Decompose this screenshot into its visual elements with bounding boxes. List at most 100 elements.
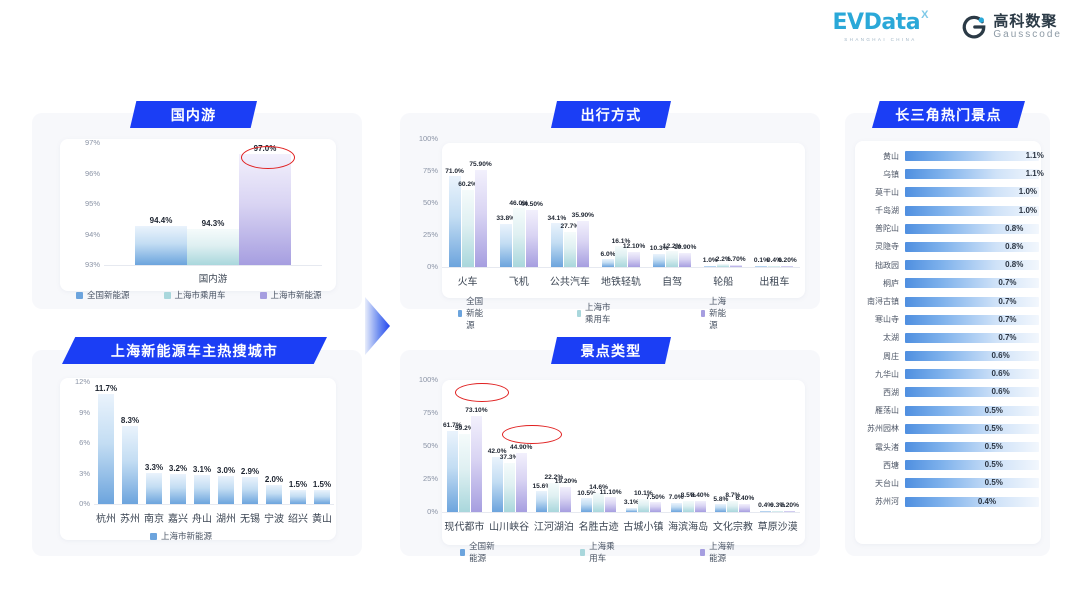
list-item[interactable]: 鼋头渚 0.5%: [859, 440, 1039, 454]
bar-value-label: 73.10%: [465, 406, 488, 414]
list-item[interactable]: 九华山 0.6%: [859, 367, 1039, 381]
ranking-item-label: 西塘: [883, 460, 899, 470]
bar-value-label: 5.8%: [713, 495, 729, 503]
ranking-value-label: 0.8%: [1005, 223, 1024, 233]
bar-value-label: 33.8%: [496, 215, 516, 223]
list-item[interactable]: 灵隐寺 0.8%: [859, 240, 1039, 254]
bar-domestic-travel-0-0: [135, 226, 187, 265]
bar-value-label: 61.7%: [443, 421, 462, 429]
list-item[interactable]: 苏州河 0.4%: [859, 495, 1039, 509]
list-item[interactable]: 莫干山 1.0%: [859, 185, 1039, 199]
ranking-bar: [905, 278, 1039, 289]
ranking-bar: [905, 187, 1039, 198]
ranking-item-label: 太湖: [883, 333, 899, 343]
list-item[interactable]: 天台山 0.5%: [859, 476, 1039, 490]
list-item[interactable]: 太湖 0.7%: [859, 331, 1039, 345]
bar-value-label: 3.1%: [623, 499, 639, 507]
ranking-item-label: 寒山寺: [875, 315, 899, 325]
legend-item[interactable]: 上海乘用车: [580, 540, 620, 564]
ranking-value-label: 1.1%: [1025, 151, 1044, 160]
bar-value-label: 19.20%: [554, 478, 578, 486]
y-axis-tick-label: 75%: [422, 166, 438, 175]
legend-item[interactable]: 全国新能源: [458, 295, 491, 331]
list-item[interactable]: 西塘 0.5%: [859, 458, 1039, 472]
bar-hot-search-cities-0-0: [98, 394, 114, 504]
gausscode-cn-name: 高科数聚: [993, 12, 1058, 30]
bar-value-label: 16.1%: [611, 237, 631, 245]
legend-item[interactable]: 上海市新能源: [259, 289, 322, 301]
list-item[interactable]: 雁荡山 0.5%: [859, 404, 1039, 418]
ranking-value-label: 1.0%: [1018, 205, 1037, 215]
legend-item[interactable]: 全国新能源: [76, 289, 130, 301]
list-item[interactable]: 普陀山 0.8%: [859, 222, 1039, 236]
ranking-bar: [905, 223, 1039, 234]
legend-swatch: [700, 548, 706, 556]
ranking-list: 黄山 1.1% 乌镇 1.1% 莫干山 1.0% 千岛湖 1.0% 普陀山 0.8% 灵隐寺 0.8%…: [859, 149, 1044, 513]
x-axis-line: [94, 504, 334, 505]
ranking-item-label: 普陀山: [875, 224, 899, 234]
ranking-item-label: 乌镇: [883, 169, 899, 179]
bar-travel-mode-5-2: [730, 264, 743, 267]
x-axis-line: [104, 265, 322, 266]
ranking-value-label: 0.5%: [984, 460, 1003, 470]
bar-value-label: 1.5%: [288, 479, 308, 489]
chart-hot-search-cities: 0% 3% 6% 9% 12% 11.7% 杭州 8.3% 苏州 3.3% 南京 3.2% 嘉兴 3.1%…: [32, 350, 362, 556]
y-axis-tick-label: 96%: [84, 168, 100, 178]
y-axis-tick-label: 100%: [418, 134, 438, 143]
ranking-value-label: 0.8%: [1005, 260, 1024, 270]
legend-item[interactable]: 全国新能源: [460, 540, 500, 564]
bar-value-label: 3.3%: [144, 463, 164, 473]
ranking-bar: [905, 496, 1039, 507]
list-item[interactable]: 桐庐 0.7%: [859, 276, 1039, 290]
legend-item[interactable]: 上海市乘用车: [576, 301, 615, 325]
bar-travel-mode-3-2: [628, 251, 640, 267]
bar-value-label: 42.0%: [487, 447, 507, 455]
bar-travel-mode-0-0: [448, 176, 461, 267]
list-item[interactable]: 黄山 1.1%: [859, 149, 1044, 163]
ranking-value-label: 1.0%: [1018, 187, 1037, 197]
x-axis-category-label: 南京: [144, 514, 164, 525]
list-item[interactable]: 苏州园林 0.5%: [859, 422, 1039, 436]
panel-domestic-travel: 93% 94% 95% 96% 97% 94.4% 94.3% 97.0% 国内游 全国新能源 上海…: [32, 113, 362, 309]
ranking-value-label: 0.5%: [984, 442, 1003, 451]
list-item[interactable]: 乌镇 1.1%: [859, 167, 1044, 181]
legend-item[interactable]: 上海市新能源: [150, 530, 212, 542]
bar-attraction-type-0-2: [470, 415, 482, 512]
bar-hot-search-cities-2-0: [146, 473, 162, 504]
bar-value-label: 2.2%: [715, 255, 731, 263]
x-axis-line: [442, 512, 800, 513]
list-item[interactable]: 周庄 0.6%: [859, 349, 1039, 363]
bar-value-label: 14.6%: [589, 484, 608, 492]
ranking-bar: [905, 460, 1039, 471]
y-axis-tick-label: 100%: [418, 375, 438, 384]
ranking-bar: [905, 405, 1039, 416]
ranking-bar-track: 1.1%: [905, 151, 1044, 161]
gausscode-logo: 高科数聚 Gausscode: [961, 14, 1062, 40]
ranking-value-label: 0.7%: [998, 332, 1017, 342]
list-item[interactable]: 千岛湖 1.0%: [859, 204, 1039, 218]
ranking-item-label: 西湖: [883, 387, 899, 397]
legend-item[interactable]: 上海新能源: [701, 295, 734, 331]
x-axis-category-label: 自驾: [662, 277, 683, 288]
bar-value-label: 0.3%: [770, 501, 786, 509]
logo-divider: [944, 14, 945, 40]
ranking-bar: [905, 296, 1039, 307]
list-item[interactable]: 拙政园 0.8%: [859, 258, 1039, 272]
legend-swatch: [150, 532, 157, 540]
list-item[interactable]: 寒山寺 0.7%: [859, 313, 1039, 327]
bar-attraction-type-2-2: [560, 486, 572, 512]
list-item[interactable]: 南浔古镇 0.7%: [859, 295, 1039, 309]
bar-hot-search-cities-5-0: [218, 475, 234, 504]
legend-item[interactable]: 上海市乘用车: [163, 289, 226, 301]
ranking-bar-track: 0.7%: [905, 314, 1039, 325]
bar-value-label: 94.3%: [201, 218, 225, 228]
bar-travel-mode-1-1: [512, 208, 525, 267]
brand-logo-bar: EV Data X SHANGHAI CHINA 高科数聚 Gausscode: [832, 9, 1062, 42]
evdata-ev-text: EV: [832, 10, 865, 35]
x-axis-category-label: 苏州: [120, 514, 140, 525]
list-item[interactable]: 西湖 0.6%: [859, 385, 1039, 399]
ranking-bar-track: 0.8%: [905, 260, 1039, 271]
gausscode-en-name: Gausscode: [993, 28, 1062, 40]
legend-item[interactable]: 上海新能源: [700, 540, 740, 564]
bar-value-label: 34.1%: [547, 214, 567, 222]
